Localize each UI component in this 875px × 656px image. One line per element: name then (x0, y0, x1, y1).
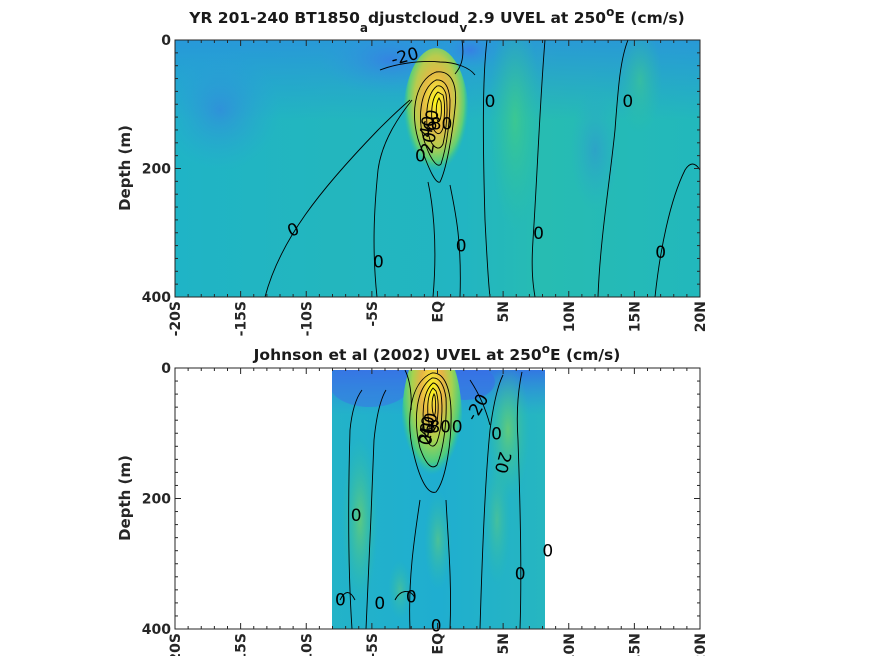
top-contour-label: 60 (420, 108, 443, 133)
top-y-tick-label: 400 (142, 290, 171, 306)
top-x-tick-label: 20N (693, 301, 709, 332)
top-contour-label: 20 (418, 131, 441, 156)
top-contour-label: 80 (431, 115, 453, 135)
top-contours (264, 40, 700, 297)
bot-x-tick-label: -20S (168, 633, 184, 656)
bot-contour-label: 0 (335, 591, 346, 611)
top-x-tick-label: -15S (234, 301, 250, 336)
top-y-tick-labels: 0 200 400 (142, 33, 171, 306)
top-contour-label: 0 (415, 147, 426, 167)
bot-contour-label: 0 (491, 424, 502, 444)
top-chart: YR 201-240 BT1850adjustcloudv2.9 UVEL at… (116, 5, 709, 336)
bot-contour-label: 0 (515, 565, 526, 585)
bottom-chart: Johnson et al (2002) UVEL at 250oE (cm/s… (116, 342, 709, 656)
top-contour-label: 40 (416, 115, 439, 140)
top-contour-label: 0 (456, 237, 467, 257)
bot-contour-label: 0 (351, 506, 362, 526)
bot-x-tick-label: EQ (431, 633, 447, 655)
bot-contour-label: 0 (406, 587, 417, 607)
bottom-x-ticks (174, 367, 701, 630)
top-y-axis-label: Depth (m) (116, 125, 134, 211)
top-x-ticks (174, 39, 701, 298)
bot-contour-label: 0 (374, 594, 385, 614)
bot-x-tick-label: -15S (234, 633, 250, 656)
top-contour-label: 0 (533, 224, 544, 244)
bot-x-tick-label: 5N (496, 633, 512, 654)
top-y-tick-label: 0 (161, 33, 171, 49)
top-contour-label: 0 (373, 253, 384, 273)
bottom-heatmap (332, 370, 545, 629)
bot-y-tick-label: 0 (161, 361, 171, 377)
top-x-tick-label: -20S (168, 301, 184, 336)
top-x-tick-label: EQ (431, 301, 447, 323)
top-x-tick-label: 10N (562, 301, 578, 332)
bot-x-tick-label: -10S (299, 633, 315, 656)
bot-x-tick-label: 15N (627, 633, 643, 656)
top-x-tick-label: 5N (496, 301, 512, 322)
bottom-y-axis-label: Depth (m) (116, 455, 134, 541)
bot-x-tick-label: -5S (365, 633, 381, 656)
top-contour-label: 0 (485, 92, 496, 112)
bot-contour-label: 60 (419, 411, 442, 436)
top-x-tick-label: -10S (299, 301, 315, 336)
bot-contour-label: 0 (416, 433, 438, 447)
bottom-y-tick-labels: 0 200 400 (142, 361, 171, 638)
bot-contour-label: 0 (431, 617, 442, 637)
top-x-tick-label: -5S (365, 301, 381, 327)
bot-contour-label: 80 (429, 418, 451, 438)
bottom-contours (339, 370, 523, 629)
bot-y-tick-label: 200 (142, 492, 171, 508)
bottom-x-tick-labels: -20S -15S -10S -5S EQ 5N 10N 15N 20N (168, 633, 709, 656)
top-chart-title: YR 201-240 BT1850adjustcloudv2.9 UVEL at… (188, 5, 684, 35)
bot-contour-label: 0 (542, 542, 553, 562)
top-x-tick-label: 15N (627, 301, 643, 332)
bot-x-tick-label: 20N (693, 633, 709, 656)
bot-contour-label: 20 (415, 421, 438, 446)
bot-y-tick-label: 400 (142, 622, 171, 638)
top-contour-label: 0 (655, 243, 666, 263)
top-x-tick-labels: -20S -15S -10S -5S EQ 5N 10N 15N 20N (168, 301, 709, 336)
bottom-chart-title: Johnson et al (2002) UVEL at 250oE (cm/s… (253, 342, 621, 364)
bot-contour-label: 0 (452, 418, 463, 438)
top-y-tick-label: 200 (142, 162, 171, 178)
bot-x-tick-label: 10N (562, 633, 578, 656)
bot-contour-label: 40 (416, 415, 439, 440)
top-contour-label: 0 (622, 92, 633, 112)
